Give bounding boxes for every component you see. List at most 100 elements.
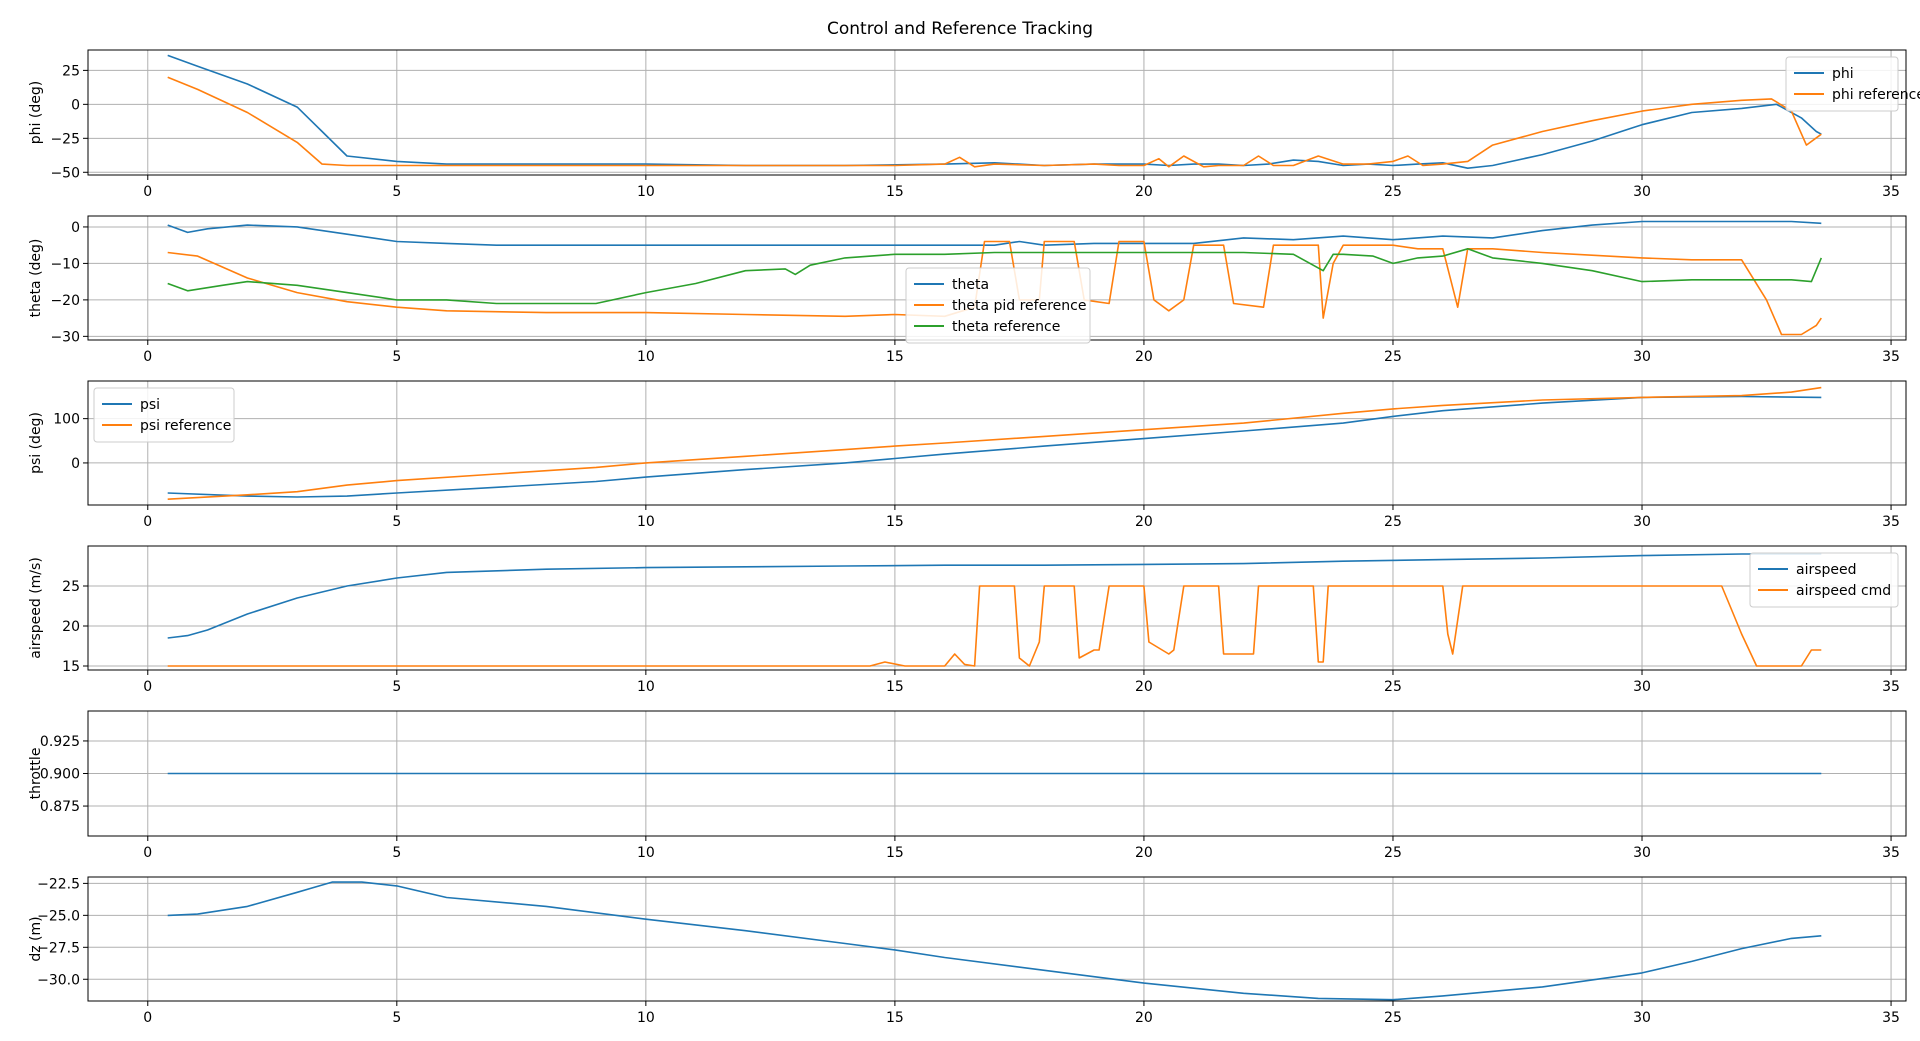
subplot-2: 0 5 10 15 20 25 30 35 −30 −20 −10 0 theta (deg) theta…	[28, 215, 1907, 365]
x-tick-label: 0	[143, 845, 152, 861]
series-line-theta	[167, 220, 1822, 246]
y-tick-label: 0.875	[40, 799, 80, 815]
subplot-3: 0 5 10 15 20 25 30 35 0 100 psi (deg) psi psi refere…	[28, 380, 1907, 530]
y-tick-label: −27.5	[37, 940, 80, 956]
x-tick-label: 30	[1633, 184, 1651, 200]
x-tick-label: 5	[392, 679, 401, 695]
legend-label: psi reference	[140, 418, 231, 434]
x-tick-label: 5	[392, 514, 401, 530]
legend: psi psi reference	[93, 387, 235, 443]
series-line-phi-reference	[167, 76, 1822, 168]
x-tick-label: 20	[1135, 184, 1153, 200]
x-tick-label: 5	[392, 1010, 401, 1026]
subplot-6: 0 5 10 15 20 25 30 35 −30.0 −27.5 −25.0 −22.5 dz (m)	[28, 876, 1907, 1026]
y-tick-label: −25	[50, 131, 80, 147]
x-tick-label: 20	[1135, 845, 1153, 861]
series-line-psi-reference	[167, 386, 1822, 500]
x-tick-label: 35	[1882, 514, 1900, 530]
y-tick-label: 0	[71, 97, 80, 113]
y-axis-label: throttle	[28, 748, 44, 800]
y-tick-label: 0.925	[40, 734, 80, 750]
x-tick-label: 5	[392, 349, 401, 365]
y-tick-label: 0.900	[40, 767, 80, 783]
subplots: 0 5 10 15 20 25 30 35 −50 −25 0 25 phi (deg) phi phi r…	[28, 49, 1920, 1026]
legend-label: theta reference	[952, 319, 1060, 335]
y-axis-label: theta (deg)	[28, 239, 44, 318]
legend-label: theta	[952, 277, 989, 293]
x-tick-label: 20	[1135, 514, 1153, 530]
legend-label: phi	[1832, 66, 1854, 82]
x-tick-label: 0	[143, 679, 152, 695]
legend: theta theta pid reference theta reference	[905, 267, 1091, 344]
y-axis-label: dz (m)	[28, 916, 44, 961]
x-tick-label: 15	[886, 514, 904, 530]
y-tick-label: 25	[62, 579, 80, 595]
axes-frame	[87, 380, 1907, 506]
x-tick-label: 10	[637, 679, 655, 695]
y-tick-label: −25.0	[37, 908, 80, 924]
x-tick-label: 30	[1633, 514, 1651, 530]
x-tick-label: 25	[1384, 514, 1402, 530]
figure-title: Control and Reference Tracking	[827, 19, 1093, 39]
y-tick-label: −30	[50, 329, 80, 345]
x-tick-label: 0	[143, 349, 152, 365]
x-tick-label: 0	[143, 184, 152, 200]
x-tick-label: 15	[886, 845, 904, 861]
legend-box	[93, 387, 235, 443]
y-tick-label: −10	[50, 256, 80, 272]
subplot-1: 0 5 10 15 20 25 30 35 −50 −25 0 25 phi (deg) phi phi r…	[28, 49, 1920, 200]
x-tick-label: 5	[392, 845, 401, 861]
y-tick-label: −20	[50, 293, 80, 309]
y-axis-label: psi (deg)	[28, 412, 44, 474]
x-tick-label: 20	[1135, 1010, 1153, 1026]
x-tick-label: 5	[392, 184, 401, 200]
legend-label: phi reference	[1832, 87, 1920, 103]
y-tick-label: −30.0	[37, 972, 80, 988]
series-line-theta-pid-reference	[167, 240, 1822, 336]
x-tick-label: 10	[637, 845, 655, 861]
legend-box	[1785, 56, 1899, 112]
x-tick-label: 35	[1882, 679, 1900, 695]
series-line-theta-reference	[167, 248, 1823, 305]
x-tick-label: 10	[637, 184, 655, 200]
y-tick-label: 20	[62, 619, 80, 635]
y-axis-label: phi (deg)	[28, 81, 44, 144]
legend: airspeed airspeed cmd	[1749, 552, 1899, 608]
axes-frame	[87, 710, 1907, 837]
x-tick-label: 10	[637, 1010, 655, 1026]
y-tick-label: −50	[50, 165, 80, 181]
subplot-4: 0 5 10 15 20 25 30 35 15 20 25 airspeed (m/s) airspe…	[28, 545, 1907, 695]
series-line-line	[167, 881, 1822, 1001]
x-tick-label: 25	[1384, 679, 1402, 695]
x-tick-label: 25	[1384, 845, 1402, 861]
x-tick-label: 0	[143, 1010, 152, 1026]
y-tick-label: 15	[62, 659, 80, 675]
x-tick-label: 10	[637, 349, 655, 365]
legend: phi phi reference	[1785, 56, 1920, 112]
x-tick-label: 30	[1633, 679, 1651, 695]
series-line-airspeed	[167, 553, 1822, 639]
legend-box	[905, 267, 1091, 344]
x-tick-label: 35	[1882, 845, 1900, 861]
x-tick-label: 25	[1384, 184, 1402, 200]
x-tick-label: 20	[1135, 679, 1153, 695]
legend-label: theta pid reference	[952, 298, 1086, 314]
axes-frame	[87, 49, 1907, 176]
legend-label: psi	[140, 397, 160, 413]
series-line-airspeed-cmd	[167, 585, 1822, 667]
x-tick-label: 15	[886, 349, 904, 365]
y-tick-label: −22.5	[37, 876, 80, 892]
series-line-psi	[167, 395, 1822, 498]
x-tick-label: 35	[1882, 349, 1900, 365]
y-axis-label: airspeed (m/s)	[28, 557, 44, 659]
x-tick-label: 30	[1633, 349, 1651, 365]
x-tick-label: 20	[1135, 349, 1153, 365]
x-tick-label: 30	[1633, 1010, 1651, 1026]
x-tick-label: 25	[1384, 1010, 1402, 1026]
y-tick-label: 0	[71, 220, 80, 236]
y-tick-label: 25	[62, 63, 80, 79]
x-tick-label: 15	[886, 679, 904, 695]
x-tick-label: 35	[1882, 1010, 1900, 1026]
